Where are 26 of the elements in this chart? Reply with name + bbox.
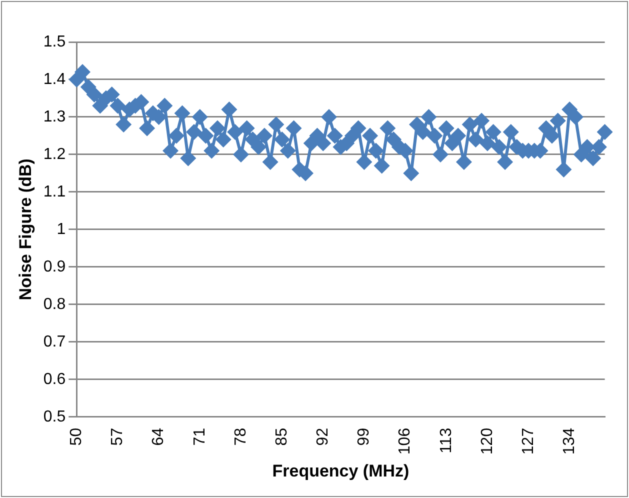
x-tick-label: 106 bbox=[396, 428, 414, 455]
x-tick-label: 50 bbox=[68, 428, 86, 446]
x-axis-title: Frequency (MHz) bbox=[272, 461, 410, 480]
y-tick-label: 1.2 bbox=[43, 146, 66, 163]
x-tick-label: 113 bbox=[438, 428, 455, 454]
x-tick-label: 99 bbox=[356, 428, 373, 446]
y-tick-label: 0.7 bbox=[43, 333, 66, 350]
x-tick-label: 92 bbox=[314, 428, 332, 446]
y-tick-label: 0.5 bbox=[43, 408, 66, 426]
x-tick-label: 120 bbox=[478, 428, 496, 455]
x-tick-label: 71 bbox=[191, 428, 208, 446]
x-tick-label: 134 bbox=[560, 428, 578, 455]
y-tick-label: 1.3 bbox=[43, 108, 66, 126]
y-tick-label: 1.4 bbox=[43, 70, 66, 88]
x-tick-label: 57 bbox=[109, 428, 126, 446]
y-tick-label: 1.1 bbox=[43, 183, 66, 200]
y-tick-label: 0.6 bbox=[43, 370, 66, 388]
y-axis-title: Noise Figure (dB) bbox=[16, 158, 35, 300]
x-tick-label: 78 bbox=[232, 428, 250, 446]
x-tick-label: 64 bbox=[150, 428, 168, 446]
y-tick-label: 1.5 bbox=[43, 33, 66, 50]
y-tick-label: 1 bbox=[56, 220, 66, 238]
x-tick-label: 85 bbox=[273, 428, 290, 446]
y-tick-label: 0.8 bbox=[43, 296, 66, 313]
y-tick-label: 0.9 bbox=[43, 258, 66, 276]
x-tick-label: 127 bbox=[520, 428, 537, 455]
